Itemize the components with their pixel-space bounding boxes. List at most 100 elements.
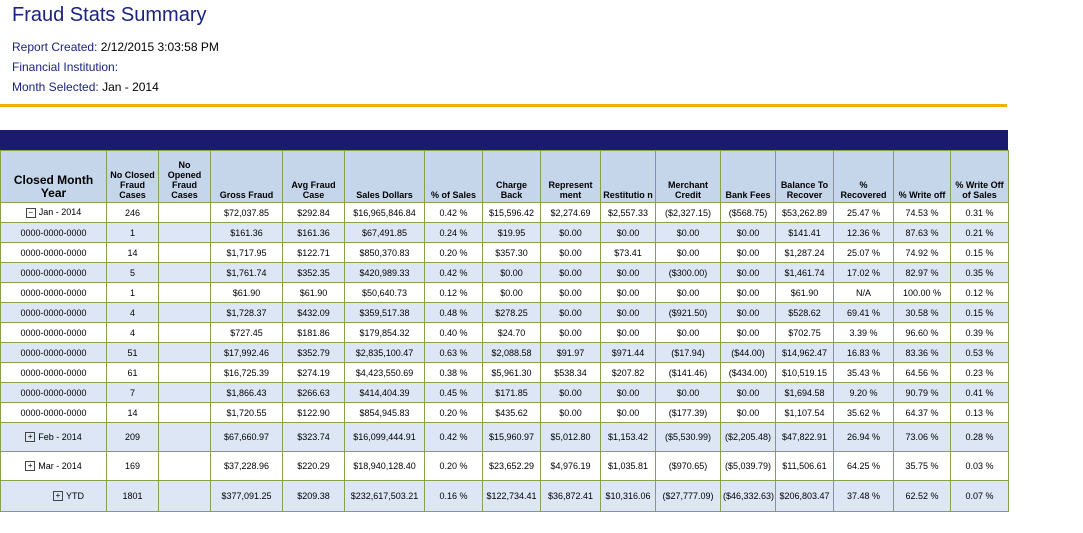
table-cell: $1,461.74 <box>775 262 834 283</box>
table-cell: 7 <box>106 382 159 403</box>
table-cell: ($46,332.63) <box>720 480 776 512</box>
table-cell: $414,404.39 <box>344 382 425 403</box>
table-cell <box>158 222 211 243</box>
table-cell: 64.25 % <box>833 451 894 481</box>
table-cell: ($300.00) <box>655 262 721 283</box>
row-label: 0000-0000-0000 <box>20 407 87 418</box>
col-balance-to-recover: Balance To Recover <box>775 150 834 203</box>
table-cell <box>158 382 211 403</box>
expand-icon[interactable]: + <box>53 491 63 502</box>
col-no-closed-fraud-cases: No Closed Fraud Cases <box>106 150 159 203</box>
table-cell: $10,519.15 <box>775 362 834 383</box>
table-cell: 0.28 % <box>950 422 1009 452</box>
table-cell: $37,228.96 <box>210 451 283 481</box>
table-cell: 69.41 % <box>833 302 894 323</box>
table-cell: $323.74 <box>282 422 345 452</box>
fraud-stats-table: Closed Month Year No Closed Fraud Cases … <box>0 150 1009 512</box>
table-cell: $0.00 <box>655 382 721 403</box>
table-cell: $50,640.73 <box>344 282 425 303</box>
row-label: 0000-0000-0000 <box>20 267 87 278</box>
table-cell: ($2,327.15) <box>655 202 721 223</box>
table-cell: 14 <box>106 242 159 263</box>
table-header-band <box>0 130 1008 150</box>
table-cell: $91.97 <box>540 342 601 363</box>
collapse-icon[interactable]: − <box>25 207 36 218</box>
account-label-cell: 0000-0000-0000 <box>0 302 107 323</box>
table-cell: 0.07 % <box>950 480 1009 512</box>
table-cell: 12.36 % <box>833 222 894 243</box>
table-cell: $0.00 <box>540 242 601 263</box>
table-cell: $2,274.69 <box>540 202 601 223</box>
table-cell: $352.79 <box>282 342 345 363</box>
table-cell: $0.00 <box>655 322 721 343</box>
col-avg-fraud-case: Avg Fraud Case <box>282 150 345 203</box>
table-cell: $1,153.42 <box>600 422 656 452</box>
table-cell: 246 <box>106 202 159 223</box>
table-cell <box>158 262 211 283</box>
table-cell: $5,012.80 <box>540 422 601 452</box>
table-cell: $850,370.83 <box>344 242 425 263</box>
month-selected: Month Selected: Jan - 2014 <box>12 80 159 94</box>
month-selected-value: Jan - 2014 <box>102 80 159 94</box>
table-cell: $122,734.41 <box>482 480 541 512</box>
group-label-cell: − Jan - 2014 <box>0 202 107 223</box>
account-label-cell: 0000-0000-0000 <box>0 262 107 283</box>
table-cell: 0.20 % <box>424 451 483 481</box>
table-cell: ($2,205.48) <box>720 422 776 452</box>
row-label: 0000-0000-0000 <box>20 287 87 298</box>
table-body: − Jan - 2014 246 $72,037.85 $292.84 $16,965,8… <box>0 202 1009 512</box>
group-row: + YTD 1801 $377,091.25 $209.38 $232,617,503.2… <box>0 480 1009 512</box>
table-cell: 0.20 % <box>424 242 483 263</box>
table-cell: $0.00 <box>720 402 776 423</box>
table-cell: 0.12 % <box>424 282 483 303</box>
financial-institution: Financial Institution: <box>12 60 118 74</box>
col-charge-back: Charge Back <box>482 150 541 203</box>
row-label: 0000-0000-0000 <box>20 327 87 338</box>
group-label-cell: + Mar - 2014 <box>0 451 107 481</box>
table-cell: $0.00 <box>540 302 601 323</box>
table-cell: ($141.46) <box>655 362 721 383</box>
table-cell: ($17.94) <box>655 342 721 363</box>
table-cell: 82.97 % <box>893 262 951 283</box>
account-label-cell: 0000-0000-0000 <box>0 382 107 403</box>
table-cell: ($921.50) <box>655 302 721 323</box>
table-cell: 0.23 % <box>950 362 1009 383</box>
table-cell <box>158 242 211 263</box>
table-cell: $16,965,846.84 <box>344 202 425 223</box>
row-label: 0000-0000-0000 <box>20 347 87 358</box>
table-cell: 0.13 % <box>950 402 1009 423</box>
table-cell: $357.30 <box>482 242 541 263</box>
table-cell: $528.62 <box>775 302 834 323</box>
table-cell: 35.62 % <box>833 402 894 423</box>
table-cell: 37.48 % <box>833 480 894 512</box>
table-cell: 61 <box>106 362 159 383</box>
group-row: + Mar - 2014 169 $37,228.96 $220.29 $18,940,1… <box>0 451 1009 481</box>
row-label: Jan - 2014 <box>38 207 82 218</box>
table-cell: $209.38 <box>282 480 345 512</box>
expand-icon[interactable]: + <box>25 461 36 472</box>
table-cell <box>158 451 211 481</box>
table-cell: $19.95 <box>482 222 541 243</box>
table-row: 0000-0000-0000 14 $1,717.95 $122.71 $850,370… <box>0 242 1009 263</box>
row-label: Feb - 2014 <box>38 431 82 442</box>
table-cell: $359,517.38 <box>344 302 425 323</box>
table-cell: N/A <box>833 282 894 303</box>
table-cell <box>158 480 211 512</box>
table-row: 0000-0000-0000 51 $17,992.46 $352.79 $2,835,… <box>0 342 1009 363</box>
account-label-cell: 0000-0000-0000 <box>0 222 107 243</box>
table-cell <box>158 342 211 363</box>
table-cell: $0.00 <box>655 222 721 243</box>
table-cell: $420,989.33 <box>344 262 425 283</box>
table-cell: $0.00 <box>482 262 541 283</box>
col-sales-dollars: Sales Dollars <box>344 150 425 203</box>
col-percent-recovered: % Recovered <box>833 150 894 203</box>
expand-icon[interactable]: + <box>25 432 36 443</box>
table-cell: $11,506.61 <box>775 451 834 481</box>
table-cell: $0.00 <box>540 402 601 423</box>
table-cell: 0.12 % <box>950 282 1009 303</box>
table-cell: 0.16 % <box>424 480 483 512</box>
table-cell: $727.45 <box>210 322 283 343</box>
col-gross-fraud: Gross Fraud <box>210 150 283 203</box>
table-cell <box>158 282 211 303</box>
table-cell: $2,835,100.47 <box>344 342 425 363</box>
